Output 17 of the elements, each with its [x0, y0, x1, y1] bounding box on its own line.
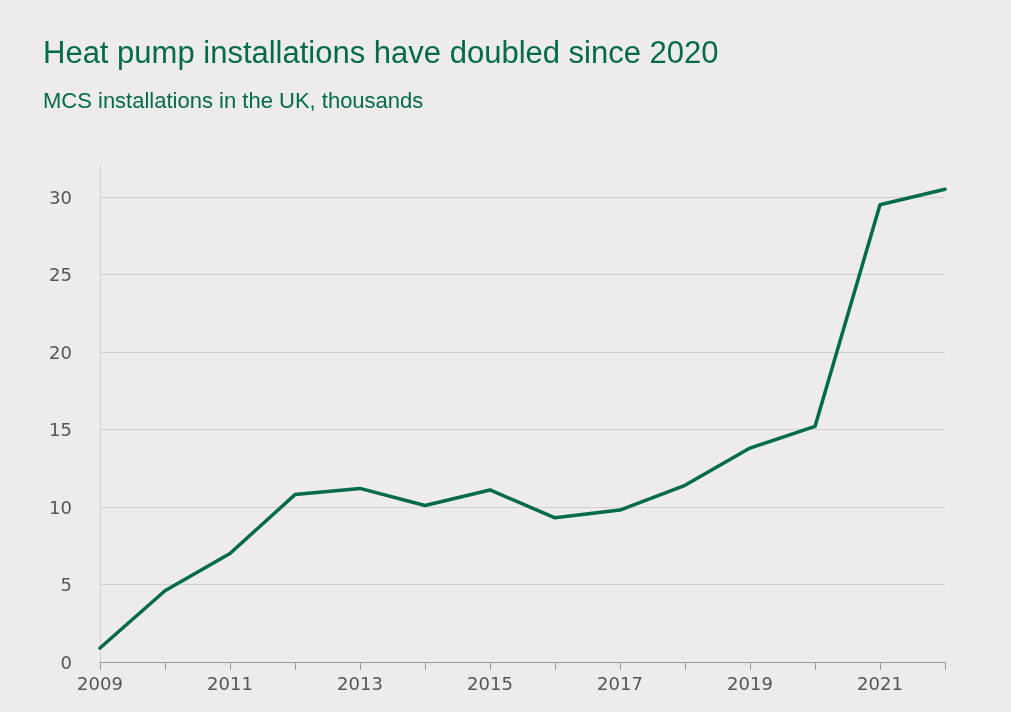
x-tick-label: 2011: [207, 672, 253, 694]
x-tick-label: 2017: [597, 672, 643, 694]
x-tick-label: 2019: [727, 672, 773, 694]
y-tick-label: 10: [49, 496, 72, 518]
x-tick-label: 2009: [77, 672, 123, 694]
x-tick-label: 2013: [337, 672, 383, 694]
y-tick-label: 20: [49, 341, 72, 363]
y-tick-label: 30: [49, 186, 72, 208]
y-tick-label: 25: [49, 264, 72, 285]
y-tick-label: 15: [49, 419, 72, 440]
line-series: [98, 187, 947, 650]
y-tick-label: 5: [60, 574, 72, 595]
x-tick-label: 2021: [857, 672, 903, 694]
x-tick-label: 2015: [467, 672, 513, 694]
chart-title: Heat pump installations have doubled since 2020: [43, 35, 719, 70]
chart-subtitle: MCS installations in the UK, thousands: [43, 87, 424, 113]
y-tick-label: 0: [60, 651, 72, 673]
